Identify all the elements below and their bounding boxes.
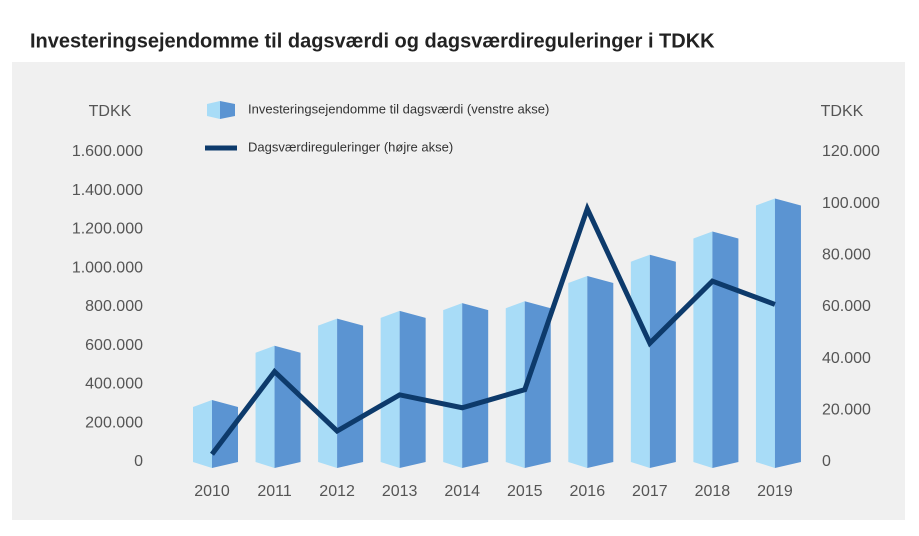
bar-side [649, 254, 676, 468]
x-tick-label: 2018 [695, 483, 731, 500]
x-tick-label: 2010 [194, 483, 230, 500]
bar-side [587, 276, 614, 468]
x-tick-label: 2019 [757, 483, 793, 500]
x-tick-label: 2016 [570, 483, 606, 500]
legend-label: Investeringsejendomme til dagsværdi (ven… [248, 101, 549, 116]
y2-tick-label: 100.000 [822, 195, 880, 212]
bar-front [443, 303, 463, 468]
y2-tick-label: 0 [822, 453, 831, 470]
x-tick-label: 2013 [382, 483, 418, 500]
y2-axis-label: TDKK [821, 103, 864, 120]
chart-title: Investeringsejendomme til dagsværdi og d… [30, 30, 715, 52]
y-tick-label: 200.000 [85, 414, 143, 431]
bar-side [337, 318, 364, 468]
y-tick-label: 0 [134, 453, 143, 470]
x-tick-label: 2015 [507, 483, 543, 500]
bar-front [630, 254, 650, 468]
y-tick-label: 600.000 [85, 337, 143, 354]
y-tick-label: 1.400.000 [72, 182, 143, 199]
bar-front [755, 198, 775, 468]
bar-front [318, 318, 338, 468]
bar-side [462, 303, 489, 468]
y-tick-label: 400.000 [85, 376, 143, 393]
legend-swatch [207, 101, 220, 119]
line [210, 202, 776, 456]
x-tick-label: 2011 [257, 483, 292, 500]
y-tick-label: 800.000 [85, 298, 143, 315]
y-tick-label: 1.000.000 [72, 259, 143, 276]
bar-front [255, 345, 275, 468]
bar-side [399, 310, 426, 468]
bar-front [193, 400, 212, 468]
legend-label: Dagsværdireguleringer (højre akse) [248, 139, 453, 154]
bar-front [505, 301, 525, 468]
bar-front [568, 276, 588, 468]
bar-front [380, 310, 400, 468]
y2-tick-label: 120.000 [822, 143, 880, 160]
x-tick-label: 2012 [319, 483, 355, 500]
y2-tick-label: 60.000 [822, 298, 871, 315]
y-tick-label: 1.200.000 [72, 221, 143, 238]
y-tick-label: 1.600.000 [72, 143, 143, 160]
bar-side [712, 231, 739, 468]
y2-tick-label: 80.000 [822, 247, 871, 264]
legend-swatch [220, 101, 235, 119]
y2-tick-label: 20.000 [822, 402, 871, 419]
y2-tick-label: 40.000 [822, 350, 871, 367]
bar-front [693, 231, 713, 468]
bar-side [774, 198, 801, 468]
y-axis-label: TDKK [89, 103, 132, 120]
x-tick-label: 2017 [632, 483, 668, 500]
bar-side [274, 345, 301, 468]
bar-side [524, 301, 551, 468]
x-tick-label: 2014 [444, 483, 480, 500]
